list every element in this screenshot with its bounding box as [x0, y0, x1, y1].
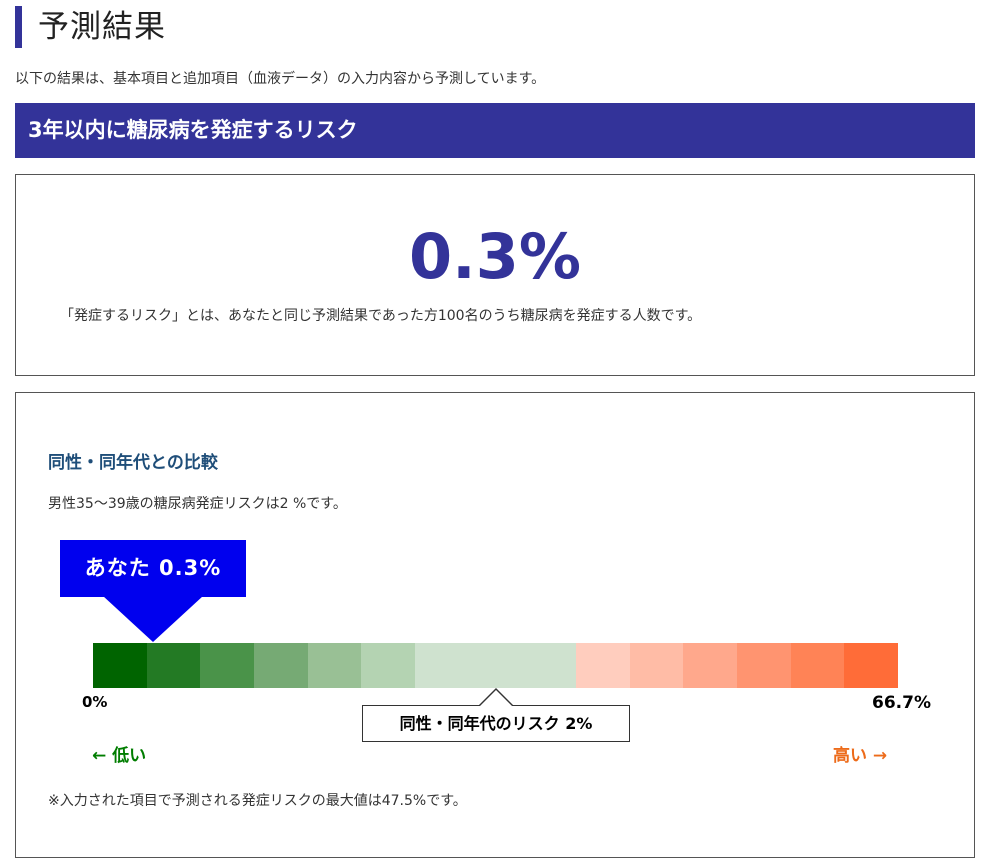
page-title: 予測結果: [15, 6, 166, 48]
scale-segment-14: [790, 643, 845, 688]
scale-segment-1: [93, 643, 147, 688]
scale-segment-8: [468, 643, 523, 688]
your-risk-label: あなた 0.3%: [84, 556, 222, 580]
risk-scale-bar: [93, 643, 899, 688]
scale-segment-2: [146, 643, 201, 688]
scale-segment-3: [200, 643, 255, 688]
low-risk-label: ← 低い: [92, 746, 147, 766]
risk-section-header: 3年以内に糖尿病を発症するリスク: [15, 103, 975, 158]
result-panel: 0.3% 「発症するリスク」とは、あなたと同じ予測結果であった方100名のうち糖…: [15, 174, 975, 376]
peer-risk-label: 同性・同年代のリスク 2%: [362, 705, 630, 742]
comparison-text: 男性35〜39歳の糖尿病発症リスクは2 %です。: [48, 496, 347, 512]
peer-risk-pointer-fill: [480, 690, 512, 706]
risk-value: 0.3%: [409, 220, 581, 293]
risk-definition: 「発症するリスク」とは、あなたと同じ予測結果であった方100名のうち糖尿病を発症…: [60, 308, 702, 324]
scale-segment-13: [737, 643, 791, 688]
scale-segment-4: [254, 643, 308, 688]
scale-segment-15: [844, 643, 899, 688]
comparison-panel: 同性・同年代との比較 男性35〜39歳の糖尿病発症リスクは2 %です。 あなた …: [15, 392, 975, 858]
your-risk-pointer: [103, 596, 203, 642]
scale-segment-6: [361, 643, 416, 688]
scale-segment-7: [415, 643, 469, 688]
intro-text: 以下の結果は、基本項目と追加項目（血液データ）の入力内容から予測しています。: [15, 71, 546, 87]
scale-segment-5: [307, 643, 362, 688]
risk-section-title: 3年以内に糖尿病を発症するリスク: [28, 118, 358, 142]
your-risk-marker: あなた 0.3%: [60, 540, 246, 597]
scale-min-label: 0%: [82, 693, 108, 711]
high-risk-label: 高い →: [833, 746, 888, 766]
scale-max-label: 66.7%: [872, 693, 931, 713]
scale-segment-10: [576, 643, 630, 688]
page-title-text: 予測結果: [38, 9, 166, 45]
comparison-heading: 同性・同年代との比較: [48, 453, 218, 473]
scale-segment-9: [522, 643, 577, 688]
scale-segment-12: [683, 643, 738, 688]
scale-segment-11: [629, 643, 684, 688]
max-risk-note: ※入力された項目で予測される発症リスクの最大値は47.5%です。: [48, 793, 467, 809]
